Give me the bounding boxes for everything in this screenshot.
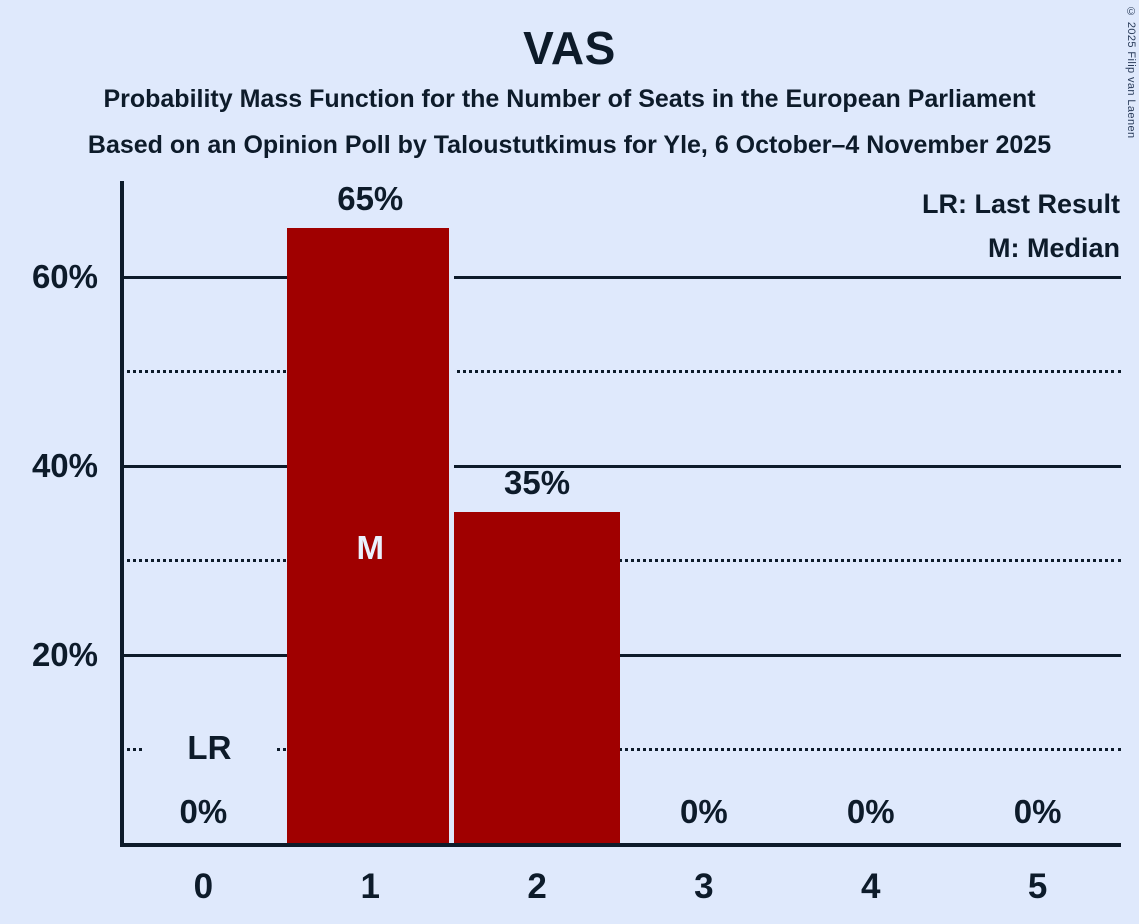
gridline-minor-10	[120, 748, 1121, 752]
legend-median: M: Median	[988, 233, 1120, 263]
bar-value-label: 0%	[179, 793, 228, 830]
y-axis-tick-label: 40%	[31, 446, 98, 484]
gridline-minor-50	[120, 370, 1121, 374]
x-axis-tick-label: 2	[527, 867, 547, 906]
x-axis-line	[120, 843, 1121, 847]
x-axis-tick-label: 4	[861, 867, 881, 906]
y-axis-line	[120, 181, 124, 847]
page-title: VAS	[523, 22, 616, 74]
x-axis-tick-label: 1	[360, 867, 380, 906]
bar-value-label: 0%	[680, 793, 728, 830]
chart-header: VAS Probability Mass Function for the Nu…	[0, 0, 1139, 162]
chart-legend: LR: Last Result M: Median	[922, 182, 1120, 270]
gridline-major-40	[120, 464, 1121, 468]
last-result-marker: LR	[143, 731, 276, 765]
bar-value-label: 65%	[337, 180, 404, 218]
median-marker: M	[356, 529, 385, 566]
x-axis-tick-label: 5	[1027, 867, 1048, 906]
bar-value-label: 0%	[846, 793, 895, 830]
chart-subtitle: Probability Mass Function for the Number…	[103, 85, 1036, 113]
bar-separator	[449, 228, 455, 843]
gridline-minor-30	[120, 559, 1121, 563]
bar-value-label: 0%	[1013, 793, 1062, 830]
bar-value-label: 35%	[504, 464, 571, 501]
gridline-major-20	[120, 653, 1121, 657]
y-axis-tick-label: 20%	[31, 635, 98, 673]
y-axis-tick-label: 60%	[31, 257, 98, 295]
copyright-notice: © 2025 Filip van Laenen	[1125, 6, 1137, 139]
bar	[454, 512, 621, 843]
gridline-major-60	[120, 275, 1121, 279]
legend-last-result: LR: Last Result	[921, 189, 1120, 219]
x-axis-tick-label: 0	[193, 867, 214, 906]
plot-area	[120, 181, 1121, 847]
bar	[287, 228, 454, 843]
x-axis-tick-label: 3	[694, 867, 714, 906]
chart-subtitle-source: Based on an Opinion Poll by Taloustutkim…	[87, 131, 1052, 159]
